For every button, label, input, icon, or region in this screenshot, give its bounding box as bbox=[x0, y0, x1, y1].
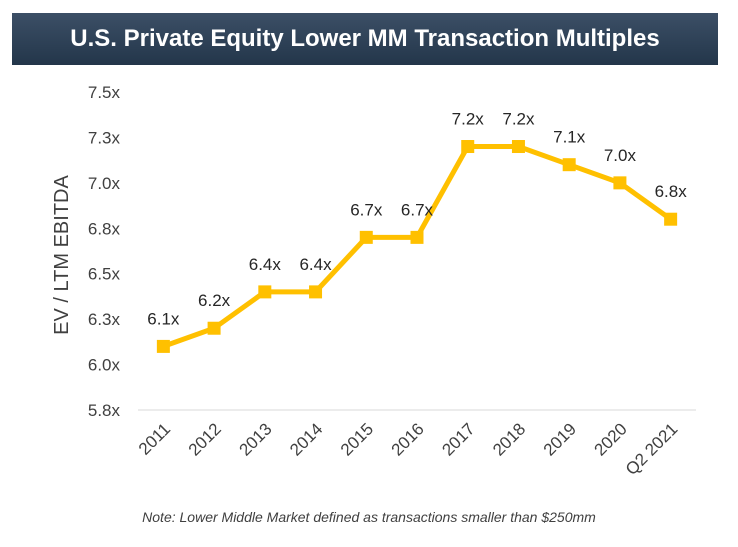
data-point bbox=[156, 339, 170, 353]
x-tick-label: 2018 bbox=[489, 419, 529, 459]
y-tick-label: 7.5x bbox=[88, 83, 121, 102]
data-label: 7.2x bbox=[452, 110, 485, 129]
data-label: 7.1x bbox=[553, 128, 586, 147]
data-label: 6.4x bbox=[299, 255, 332, 274]
data-point bbox=[410, 230, 424, 244]
x-tick-label: 2015 bbox=[337, 419, 377, 459]
y-tick-label: 6.8x bbox=[88, 219, 121, 238]
x-tick-label: 2011 bbox=[135, 419, 174, 458]
data-label: 6.4x bbox=[249, 255, 282, 274]
chart-title: U.S. Private Equity Lower MM Transaction… bbox=[12, 13, 718, 65]
data-point bbox=[258, 285, 272, 299]
y-tick-label: 6.5x bbox=[88, 265, 121, 284]
data-label: 6.7x bbox=[350, 200, 383, 219]
y-tick-label: 5.8x bbox=[88, 401, 121, 420]
data-label: 6.2x bbox=[198, 291, 231, 310]
x-tick-label: Q2 2021 bbox=[622, 419, 682, 479]
data-label: 7.2x bbox=[502, 110, 535, 129]
data-label: 7.0x bbox=[604, 146, 637, 165]
data-point bbox=[207, 321, 221, 335]
y-tick-label: 6.0x bbox=[88, 356, 121, 375]
data-point bbox=[562, 158, 576, 172]
data-point bbox=[511, 140, 525, 154]
data-point bbox=[664, 212, 678, 226]
x-tick-label: 2019 bbox=[540, 419, 580, 459]
x-tick-label: 2012 bbox=[185, 419, 225, 459]
data-point bbox=[613, 176, 627, 190]
y-tick-label: 7.0x bbox=[88, 174, 121, 193]
y-tick-label: 6.3x bbox=[88, 310, 121, 329]
x-tick-label: 2016 bbox=[388, 419, 428, 459]
x-tick-label: 2013 bbox=[235, 419, 275, 459]
line-chart: EV / LTM EBITDA 5.8x 6.0x 6.3x 6.5x 6.8x 7.0x… bbox=[51, 83, 696, 479]
data-point bbox=[359, 230, 373, 244]
data-point bbox=[309, 285, 323, 299]
data-point bbox=[461, 140, 475, 154]
x-tick-label: 2014 bbox=[286, 419, 326, 459]
data-label: 6.7x bbox=[401, 200, 434, 219]
data-label: 6.1x bbox=[147, 309, 180, 328]
y-axis-label: EV / LTM EBITDA bbox=[51, 175, 73, 335]
x-tick-label: 2020 bbox=[591, 419, 631, 459]
footnote: Note: Lower Middle Market defined as tra… bbox=[142, 509, 596, 525]
series-line bbox=[162, 144, 673, 349]
x-tick-label: 2017 bbox=[438, 419, 478, 459]
y-tick-label: 7.3x bbox=[88, 128, 121, 147]
data-label: 6.8x bbox=[655, 182, 688, 201]
